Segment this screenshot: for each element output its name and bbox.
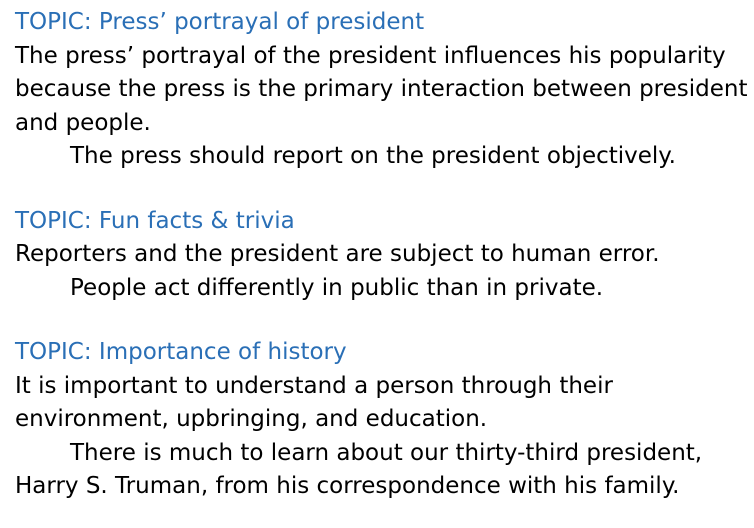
paragraph-line: environment, upbringing, and education. — [15, 406, 488, 432]
indented-paragraph-line: People act differently in public than in… — [70, 274, 604, 301]
section-fun-facts: TOPIC: Fun facts & trivia Reporters and … — [15, 205, 750, 306]
paragraph-line: Harry S. Truman, from his correspondence… — [15, 473, 680, 499]
indented-paragraph-line: There is much to learn about our thirty-… — [70, 439, 703, 466]
document-page: TOPIC: Press’ portrayal of president The… — [15, 6, 750, 504]
paragraph-line: because the press is the primary interac… — [15, 76, 748, 102]
section-topic-heading: TOPIC: Fun facts & trivia — [15, 207, 295, 234]
indented-paragraph-line: The press should report on the president… — [70, 143, 676, 169]
paragraph-line: Reporters and the president are subject … — [15, 241, 660, 267]
paragraph-line: and people. — [15, 109, 151, 136]
section-spacer — [15, 174, 750, 205]
section-topic-heading: TOPIC: Importance of history — [15, 339, 347, 365]
section-spacer — [15, 305, 750, 336]
section-importance-history: TOPIC: Importance of history It is impor… — [15, 336, 750, 504]
section-press-portrayal: TOPIC: Press’ portrayal of president The… — [15, 6, 750, 174]
paragraph-line: It is important to understand a person t… — [15, 372, 613, 399]
paragraph-line: The press’ portrayal of the president in… — [15, 42, 726, 69]
section-topic-heading: TOPIC: Press’ portrayal of president — [15, 9, 425, 35]
